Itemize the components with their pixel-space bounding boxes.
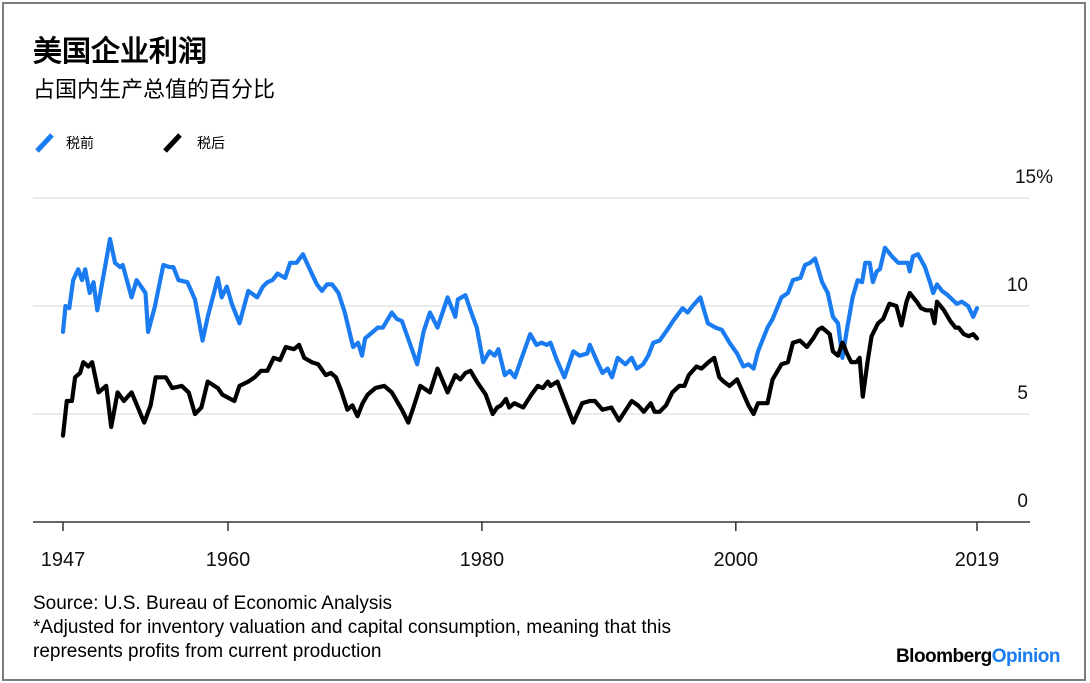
- brand-opinion: Opinion: [991, 646, 1061, 667]
- legend-swatch-pretax-icon: [35, 133, 54, 153]
- gridlines: [33, 197, 1030, 415]
- footer: Source: U.S. Bureau of Economic Analysis…: [33, 592, 671, 664]
- adjustment-note-line1: *Adjusted for inventory valuation and ca…: [33, 617, 671, 638]
- y-tick-label: 0: [1017, 491, 1028, 512]
- adjustment-note-line2: represents profits from current producti…: [33, 641, 382, 662]
- chart-subtitle: 占国内生产总值的百分比: [33, 78, 276, 103]
- y-tick-label: 10: [1007, 275, 1028, 296]
- y-axis-labels: 0 5 10 15%: [1007, 167, 1053, 512]
- legend-label-aftertax: 税后: [197, 136, 225, 152]
- y-tick-label: 5: [1017, 383, 1028, 404]
- series-line-pretax: [60, 236, 980, 380]
- x-tick-label: 2019: [955, 549, 1000, 571]
- source-note: Source: U.S. Bureau of Economic Analysis: [33, 593, 393, 614]
- x-axis: 1947 1960 1980 2000 2019: [33, 521, 1030, 571]
- series-lines: [60, 236, 980, 438]
- x-tick-label: 2000: [714, 549, 759, 571]
- bloomberg-opinion-logo: BloombergOpinion: [895, 646, 1061, 668]
- x-tick-label: 1947: [41, 549, 86, 571]
- chart-title: 美国企业利润: [33, 34, 208, 68]
- series-line-aftertax: [60, 290, 980, 438]
- x-tick-label: 1980: [460, 549, 505, 571]
- legend-label-pretax: 税前: [66, 136, 94, 152]
- legend-swatch-aftertax-icon: [163, 133, 182, 153]
- legend-swatch-pretax-line: [35, 133, 54, 153]
- y-tick-label: 15%: [1015, 167, 1053, 188]
- brand-bloomberg: Bloomberg: [895, 646, 992, 667]
- x-tick-label: 1960: [206, 549, 251, 571]
- legend-swatch-aftertax-line: [163, 133, 182, 153]
